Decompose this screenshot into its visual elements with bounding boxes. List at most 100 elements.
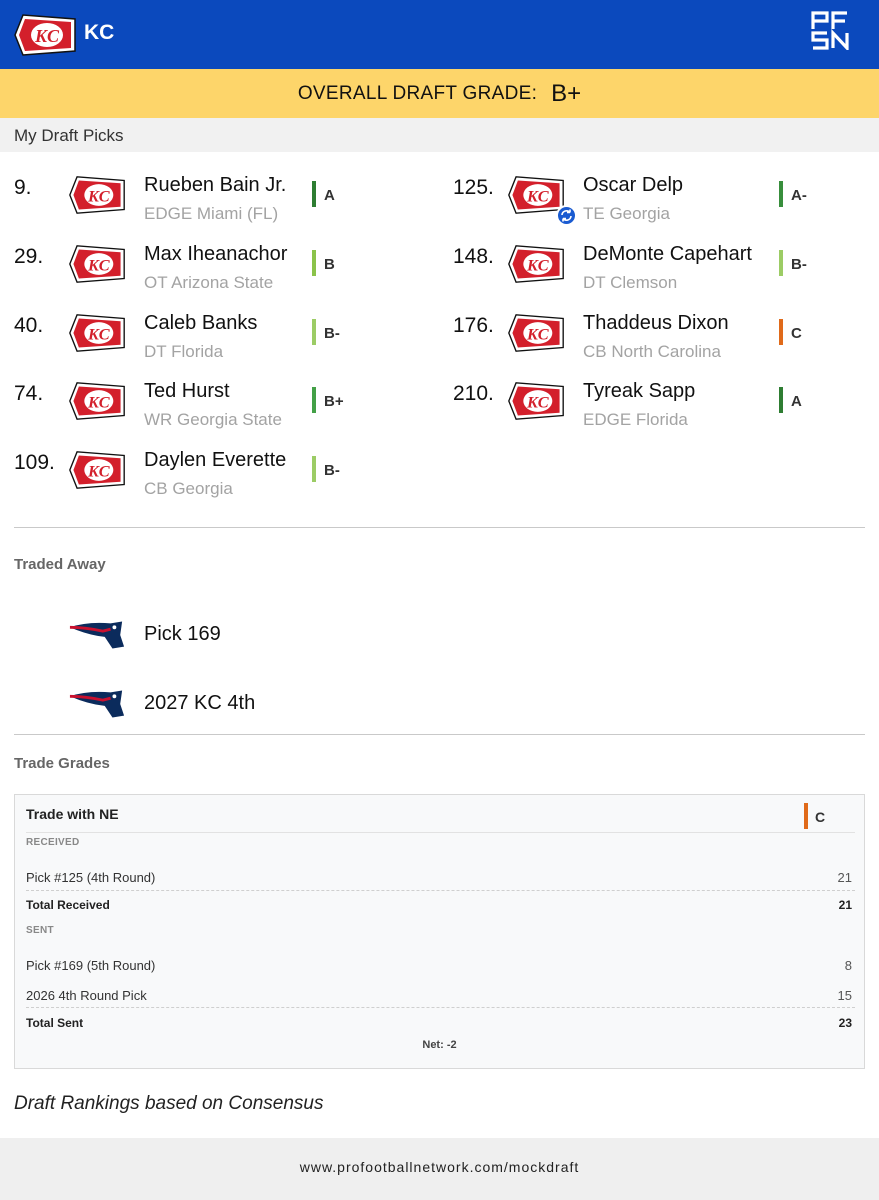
draft-pick-row[interactable]: 148. DeMonte Capehart DT Clemson B- xyxy=(453,243,873,305)
sent-item-value: 15 xyxy=(837,988,852,1003)
grade-indicator-bar xyxy=(312,250,316,276)
total-received-label: Total Received xyxy=(26,898,110,912)
footer: www.profootballnetwork.com/mockdraft xyxy=(0,1138,879,1200)
chiefs-arrowhead-icon xyxy=(68,244,126,284)
pick-grade: B- xyxy=(324,462,340,479)
footer-url[interactable]: www.profootballnetwork.com/mockdraft xyxy=(299,1159,580,1175)
overall-grade-label: OVERALL DRAFT GRADE: xyxy=(297,82,538,104)
sent-item-label: 2026 4th Round Pick xyxy=(26,988,147,1003)
patriots-logo-icon xyxy=(68,686,126,722)
trade-title: Trade with NE xyxy=(26,806,119,822)
chiefs-arrowhead-icon xyxy=(68,175,126,215)
pick-number: 148. xyxy=(453,245,494,268)
grade-indicator-bar xyxy=(779,250,783,276)
grade-indicator-bar xyxy=(312,319,316,345)
traded-away-label: Pick 169 xyxy=(144,623,221,645)
divider xyxy=(14,527,865,528)
chiefs-arrowhead-icon xyxy=(507,175,565,215)
chiefs-arrowhead-icon xyxy=(507,244,565,284)
trade-net: Net: -2 xyxy=(422,1039,457,1051)
trade-swap-icon xyxy=(556,205,577,226)
pick-number: 109. xyxy=(14,451,55,474)
pick-number: 125. xyxy=(453,176,494,199)
total-received-value: 21 xyxy=(838,898,852,912)
pick-number: 9. xyxy=(14,176,32,199)
pick-number: 74. xyxy=(14,382,44,405)
player-name: Thaddeus Dixon xyxy=(583,312,729,334)
grade-indicator-bar xyxy=(779,387,783,413)
player-name: Rueben Bain Jr. xyxy=(144,174,287,196)
player-name: Daylen Everette xyxy=(144,449,287,471)
player-position-school: EDGE Miami (FL) xyxy=(144,204,279,223)
player-name: Tyreak Sapp xyxy=(583,380,696,402)
grade-indicator-bar xyxy=(779,181,783,207)
section-title: My Draft Picks xyxy=(14,126,124,145)
pick-number: 29. xyxy=(14,245,44,268)
traded-away-heading: Traded Away xyxy=(14,556,106,573)
draft-pick-row[interactable]: 109. Daylen Everette CB Georgia B- xyxy=(14,449,434,511)
draft-pick-row[interactable]: 74. Ted Hurst WR Georgia State B+ xyxy=(14,380,434,442)
pick-grade: C xyxy=(791,325,802,342)
player-position-school: CB North Carolina xyxy=(583,342,721,361)
player-position-school: EDGE Florida xyxy=(583,410,688,429)
pick-grade: A- xyxy=(791,187,807,204)
player-name: Caleb Banks xyxy=(144,312,258,334)
trade-grades-heading: Trade Grades xyxy=(14,755,110,772)
trade-grade: C xyxy=(815,809,826,825)
grade-indicator-bar xyxy=(312,181,316,207)
overall-grade-bar: OVERALL DRAFT GRADE: B+ xyxy=(0,69,879,118)
pick-grade: B- xyxy=(791,256,807,273)
player-position-school: TE Georgia xyxy=(583,204,670,223)
trade-grade-bar xyxy=(804,803,808,829)
pick-grade: B xyxy=(324,256,335,273)
sent-caption: SENT xyxy=(26,925,54,936)
divider xyxy=(14,734,865,735)
received-item-label: Pick #125 (4th Round) xyxy=(26,870,156,885)
pick-number: 40. xyxy=(14,314,44,337)
player-name: Max Iheanachor xyxy=(144,243,288,265)
received-item-value: 21 xyxy=(837,870,852,885)
app-header: KC xyxy=(0,0,879,69)
grade-indicator-bar xyxy=(312,456,316,482)
chiefs-arrowhead-icon xyxy=(13,12,77,58)
pfsn-logo-icon[interactable] xyxy=(810,10,852,50)
pick-grade: B- xyxy=(324,325,340,342)
draft-pick-row[interactable]: 176. Thaddeus Dixon CB North Carolina C xyxy=(453,312,873,374)
pick-number: 210. xyxy=(453,382,494,405)
player-position-school: CB Georgia xyxy=(144,479,233,498)
player-position-school: DT Clemson xyxy=(583,273,678,292)
player-position-school: WR Georgia State xyxy=(144,410,282,429)
chiefs-arrowhead-icon xyxy=(68,313,126,353)
draft-pick-row[interactable]: 9. Rueben Bain Jr. EDGE Miami (FL) A xyxy=(14,174,434,236)
draft-pick-row[interactable]: 125. Oscar Delp TE Georgia A- xyxy=(453,174,873,236)
draft-pick-row[interactable]: 40. Caleb Banks DT Florida B- xyxy=(14,312,434,374)
grade-indicator-bar xyxy=(312,387,316,413)
divider xyxy=(26,1007,855,1008)
traded-away-label: 2027 KC 4th xyxy=(144,692,256,714)
sent-item-value: 8 xyxy=(844,958,852,973)
grade-indicator-bar xyxy=(779,319,783,345)
footnote: Draft Rankings based on Consensus xyxy=(14,1093,324,1114)
total-sent-value: 23 xyxy=(838,1016,852,1030)
pick-grade: B+ xyxy=(324,393,344,410)
chiefs-arrowhead-icon xyxy=(507,381,565,421)
player-position-school: DT Florida xyxy=(144,342,224,361)
received-caption: RECEIVED xyxy=(26,837,80,848)
patriots-logo-icon xyxy=(68,617,126,653)
pick-grade: A xyxy=(324,187,335,204)
divider xyxy=(26,890,855,891)
team-abbreviation: KC xyxy=(84,21,115,44)
section-title-bar: My Draft Picks xyxy=(0,118,879,152)
draft-pick-row[interactable]: 29. Max Iheanachor OT Arizona State B xyxy=(14,243,434,305)
player-position-school: OT Arizona State xyxy=(144,273,274,292)
overall-grade-value: B+ xyxy=(551,79,582,107)
draft-pick-row[interactable]: 210. Tyreak Sapp EDGE Florida A xyxy=(453,380,873,442)
sent-item-label: Pick #169 (5th Round) xyxy=(26,958,156,973)
trade-card[interactable]: Trade with NE C RECEIVED Pick #125 (4th … xyxy=(14,794,865,1069)
divider xyxy=(26,832,855,833)
player-name: Oscar Delp xyxy=(583,174,684,196)
player-name: Ted Hurst xyxy=(144,380,230,402)
chiefs-arrowhead-icon xyxy=(507,313,565,353)
pick-grade: A xyxy=(791,393,802,410)
pick-number: 176. xyxy=(453,314,494,337)
